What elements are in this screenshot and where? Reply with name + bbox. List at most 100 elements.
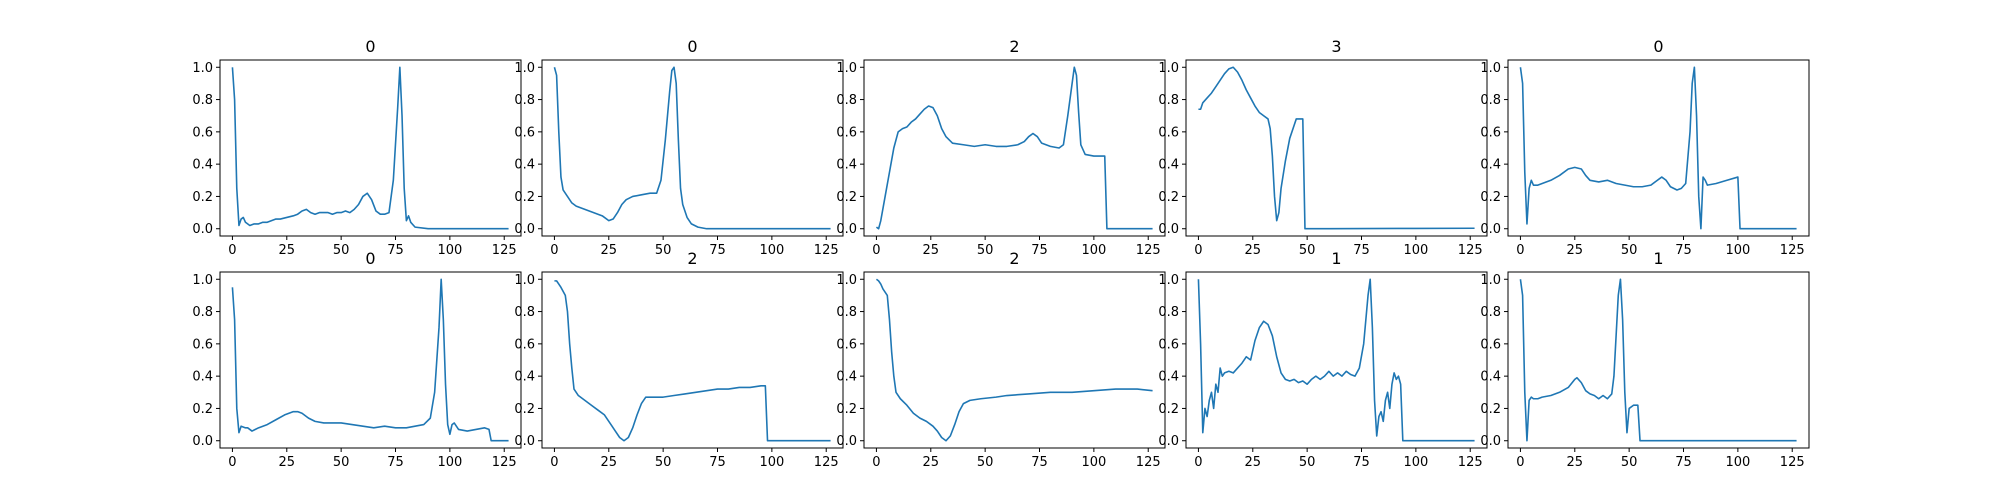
panel-title: 0 — [365, 249, 375, 268]
y-tick-label: 0.8 — [514, 93, 535, 108]
x-tick-label: 50 — [1621, 243, 1638, 258]
x-tick-label: 100 — [1725, 243, 1750, 258]
y-tick-label: 0.8 — [192, 305, 213, 320]
x-tick-label: 50 — [1299, 455, 1316, 470]
y-tick-label: 1.0 — [1480, 61, 1501, 76]
y-tick-label: 0.4 — [192, 158, 213, 173]
x-tick-label: 50 — [1299, 243, 1316, 258]
x-tick-label: 100 — [759, 243, 784, 258]
y-tick-label: 0.2 — [1158, 190, 1179, 205]
series-line — [231, 66, 509, 230]
panel-title: 2 — [687, 249, 697, 268]
x-tick-label: 75 — [1353, 243, 1370, 258]
y-tick-label: 0.6 — [1158, 337, 1179, 352]
x-tick-label: 25 — [1245, 243, 1262, 258]
y-tick-label: 1.0 — [1158, 273, 1179, 288]
y-tick-label: 0.8 — [836, 305, 857, 320]
x-tick-label: 0 — [1194, 243, 1202, 258]
y-tick-label: 0.8 — [192, 93, 213, 108]
chart-panel-6: 0 0 25 50 75 100 125 0.0 0.2 0.4 0.6 0.8 1.0 — [192, 249, 522, 470]
y-tick-label: 0.8 — [836, 93, 857, 108]
y-tick-label: 0.4 — [836, 158, 857, 173]
y-tick-label: 0.2 — [192, 402, 213, 417]
x-tick-label: 125 — [1136, 243, 1161, 258]
axes-frame — [219, 271, 522, 449]
x-tick-label: 25 — [1567, 455, 1584, 470]
y-tick-label: 0.4 — [1480, 158, 1501, 173]
y-tick-label: 0.6 — [836, 337, 857, 352]
y-tick-label: 0.6 — [514, 337, 535, 352]
x-tick-label: 125 — [492, 243, 517, 258]
panel-title: 2 — [1009, 37, 1019, 56]
panel-title: 3 — [1331, 37, 1341, 56]
y-tick-label: 1.0 — [1158, 61, 1179, 76]
y-tick-label: 0.2 — [836, 190, 857, 205]
y-tick-label: 0.8 — [1480, 93, 1501, 108]
chart-panel-7: 2 0 25 50 75 100 125 0.0 0.2 0.4 0.6 0.8 1.0 — [514, 249, 844, 470]
x-tick-label: 100 — [437, 455, 462, 470]
y-tick-label: 0.2 — [514, 190, 535, 205]
x-tick-label: 0 — [1194, 455, 1202, 470]
x-tick-label: 25 — [601, 243, 618, 258]
y-tick-label: 1.0 — [192, 273, 213, 288]
series-line — [1519, 66, 1797, 230]
y-tick-label: 1.0 — [836, 273, 857, 288]
panel-title: 2 — [1009, 249, 1019, 268]
x-tick-label: 50 — [977, 455, 994, 470]
series-line — [553, 66, 831, 230]
x-tick-label: 0 — [1516, 243, 1524, 258]
x-tick-label: 75 — [387, 455, 404, 470]
x-tick-label: 0 — [872, 243, 880, 258]
x-tick-label: 125 — [1780, 455, 1805, 470]
y-tick-label: 0.0 — [1480, 434, 1501, 449]
chart-panel-9: 1 0 25 50 75 100 125 0.0 0.2 0.4 0.6 0.8 1.0 — [1158, 249, 1488, 470]
y-tick-label: 0.4 — [514, 370, 535, 385]
chart-panel-4: 3 0 25 50 75 100 125 0.0 0.2 0.4 0.6 0.8 1.0 — [1158, 37, 1488, 258]
x-tick-label: 0 — [228, 455, 236, 470]
y-tick-label: 0.6 — [192, 125, 213, 140]
series-line — [875, 278, 1153, 442]
y-tick-label: 0.8 — [1158, 305, 1179, 320]
x-tick-label: 125 — [814, 455, 839, 470]
chart-panel-8: 2 0 25 50 75 100 125 0.0 0.2 0.4 0.6 0.8 1.0 — [836, 249, 1166, 470]
axes-frame — [863, 59, 1166, 237]
y-tick-label: 0.0 — [1480, 222, 1501, 237]
y-tick-label: 0.2 — [1158, 402, 1179, 417]
x-tick-label: 75 — [387, 243, 404, 258]
x-tick-label: 0 — [1516, 455, 1524, 470]
y-tick-label: 0.8 — [1480, 305, 1501, 320]
x-tick-label: 0 — [550, 455, 558, 470]
x-tick-label: 50 — [333, 243, 350, 258]
y-tick-label: 0.4 — [514, 158, 535, 173]
x-tick-label: 75 — [1031, 455, 1048, 470]
y-tick-label: 0.0 — [1158, 222, 1179, 237]
y-tick-label: 0.2 — [192, 190, 213, 205]
axes-frame — [863, 271, 1166, 449]
x-tick-label: 25 — [601, 455, 618, 470]
y-tick-label: 0.4 — [836, 370, 857, 385]
y-tick-label: 0.4 — [1158, 370, 1179, 385]
series-line — [1519, 278, 1797, 442]
x-tick-label: 25 — [923, 455, 940, 470]
x-tick-label: 75 — [709, 243, 726, 258]
x-tick-label: 75 — [1031, 243, 1048, 258]
x-tick-label: 125 — [1780, 243, 1805, 258]
y-tick-label: 0.4 — [1480, 370, 1501, 385]
axes-frame — [541, 271, 844, 449]
y-tick-label: 0.6 — [836, 125, 857, 140]
y-tick-label: 0.6 — [514, 125, 535, 140]
x-tick-label: 25 — [279, 243, 296, 258]
y-tick-label: 0.0 — [514, 434, 535, 449]
x-tick-label: 75 — [1353, 455, 1370, 470]
y-tick-label: 0.2 — [514, 402, 535, 417]
x-tick-label: 100 — [437, 243, 462, 258]
x-tick-label: 100 — [1403, 243, 1428, 258]
y-tick-label: 0.0 — [514, 222, 535, 237]
axes-frame — [1185, 271, 1488, 449]
y-tick-label: 0.0 — [192, 222, 213, 237]
x-tick-label: 100 — [1081, 455, 1106, 470]
y-tick-label: 0.4 — [192, 370, 213, 385]
chart-panel-10: 1 0 25 50 75 100 125 0.0 0.2 0.4 0.6 0.8 1.0 — [1480, 249, 1810, 470]
y-tick-label: 0.2 — [836, 402, 857, 417]
